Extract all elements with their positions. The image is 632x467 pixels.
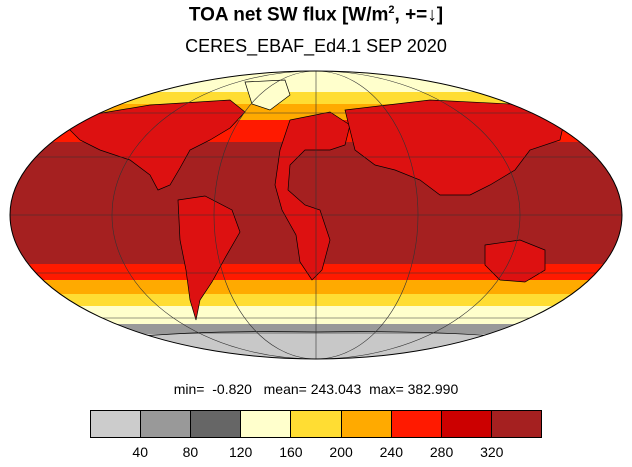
graticule: [10, 71, 622, 359]
australia: [484, 239, 546, 283]
map-outline: [9, 70, 623, 360]
colorbar-tick-labels: 40 80 120 160 200 240 280 320: [0, 444, 632, 464]
colorbar-cell: [191, 411, 242, 437]
colorbar-cell: [241, 411, 292, 437]
colorbar-tick-label: 80: [182, 444, 199, 460]
global-flux-map: [9, 70, 623, 360]
colorbar-tick-label: 240: [379, 444, 404, 460]
colorbar-tick-label: 320: [480, 444, 504, 460]
greenland: [244, 79, 291, 111]
colorbar-tick-label: 120: [228, 444, 253, 460]
colorbar-tick-label: 200: [329, 444, 353, 460]
colorbar-cell: [341, 411, 392, 437]
europe-africa: [274, 111, 351, 281]
colorbar-cell: [291, 411, 342, 437]
map-subtitle: CERES_EBAF_Ed4.1 SEP 2020: [185, 36, 447, 56]
colorbar-cell: [91, 411, 142, 437]
colorbar-cell: [441, 411, 492, 437]
north-america: [59, 99, 246, 191]
colorbar-tick-label: 160: [279, 444, 303, 460]
colorbar-cell: [391, 411, 442, 437]
colorbar-tick-label: 280: [429, 444, 454, 460]
map-title: TOA net SW flux [W/m2, +=↓]: [188, 4, 444, 26]
stats-line: min= -0.820 mean= 243.043 max= 382.990: [173, 381, 459, 397]
colorbar-cell: [491, 411, 541, 437]
colorbar-tick-label: 40: [132, 444, 149, 460]
colorbar: [90, 410, 542, 438]
south-america: [177, 195, 241, 321]
colorbar-cell: [141, 411, 192, 437]
